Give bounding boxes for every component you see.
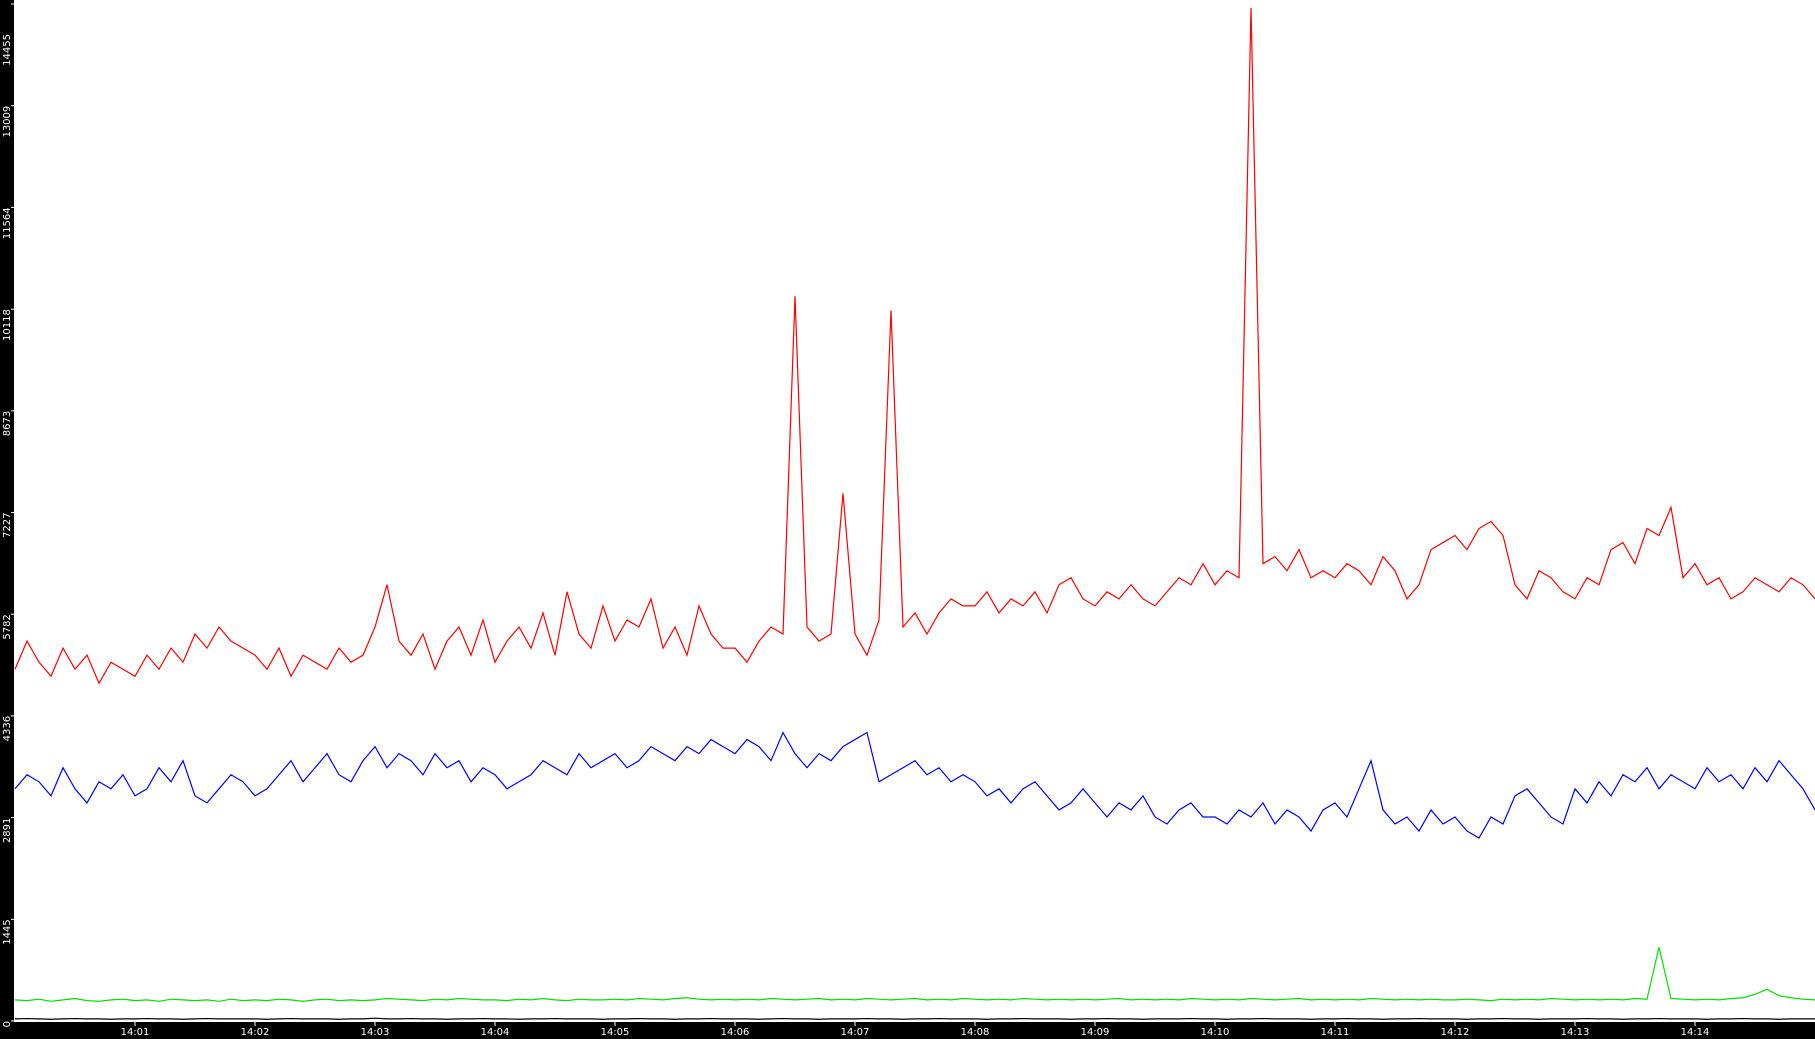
y-axis-strip xyxy=(0,0,14,1039)
x-tick-label: 14:11 xyxy=(1321,1027,1350,1038)
y-tick-label: 4336 xyxy=(2,716,13,741)
x-tick-label: 14:10 xyxy=(1201,1027,1230,1038)
series-line xyxy=(14,7,1815,685)
y-tick-label: 14455 xyxy=(2,34,13,66)
y-tick-label: 5782 xyxy=(2,614,13,639)
x-tick-label: 14:14 xyxy=(1681,1027,1710,1038)
y-tick-label: 1445 xyxy=(2,919,13,944)
series-line xyxy=(14,731,1815,839)
x-tick-label: 14:01 xyxy=(121,1027,150,1038)
x-axis-strip xyxy=(0,1022,1815,1039)
x-tick-label: 14:13 xyxy=(1561,1027,1590,1038)
y-tick-label: 10118 xyxy=(2,309,13,341)
y-tick-label: 13009 xyxy=(2,106,13,138)
x-tick-label: 14:08 xyxy=(961,1027,990,1038)
series-line xyxy=(14,1017,1815,1020)
x-tick-label: 14:06 xyxy=(721,1027,750,1038)
x-tick-label: 14:05 xyxy=(601,1027,630,1038)
x-tick-label: 14:09 xyxy=(1081,1027,1110,1038)
x-tick-label: 14:03 xyxy=(361,1027,390,1038)
y-tick-label: 0 xyxy=(2,1021,13,1027)
series-line xyxy=(14,946,1815,1002)
x-tick-label: 14:04 xyxy=(481,1027,510,1038)
y-tick-label: 2891 xyxy=(2,818,13,843)
y-tick-label: 7227 xyxy=(2,513,13,538)
x-tick-label: 14:12 xyxy=(1441,1027,1470,1038)
x-tick-label: 14:02 xyxy=(241,1027,270,1038)
y-tick-label: 8673 xyxy=(2,411,13,436)
y-tick-label: 11564 xyxy=(2,207,13,239)
x-tick-label: 14:07 xyxy=(841,1027,870,1038)
